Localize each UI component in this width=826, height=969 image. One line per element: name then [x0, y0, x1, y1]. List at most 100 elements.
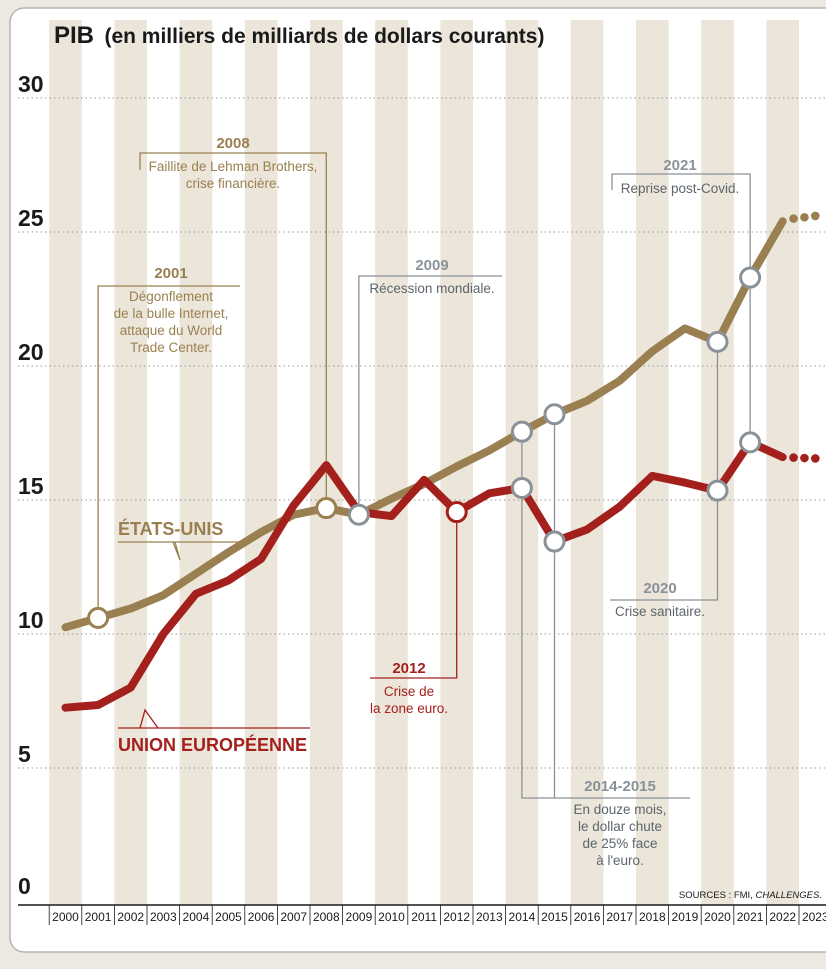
projection-dot-us — [800, 212, 809, 222]
year-stripe — [766, 20, 799, 905]
chart-title: PIB (en milliers de milliards de dollars… — [54, 22, 544, 49]
year-stripe — [375, 20, 408, 905]
annotation-line: Reprise post-Covid. — [621, 181, 740, 196]
marker-us-2020 — [706, 330, 729, 353]
leader-2012 — [370, 512, 458, 679]
projection-dot-eu — [811, 454, 820, 463]
x-tick-label: 2021 — [737, 910, 764, 924]
y-tick-label: 0 — [18, 873, 31, 899]
x-tick-label: 2001 — [85, 910, 112, 924]
annotation-leaders — [97, 152, 751, 799]
projection-dot-us — [811, 211, 820, 221]
series-line-eu — [61, 438, 787, 712]
annotation-line: Crise de — [384, 684, 434, 699]
marker-us-2015 — [543, 403, 566, 426]
annotation-line: de la bulle Internet, — [114, 306, 229, 321]
x-tick-label: 2006 — [248, 910, 275, 924]
year-stripe — [570, 20, 604, 905]
x-tick-label: 2013 — [476, 910, 503, 924]
annotation-line: Dégonflement — [129, 289, 213, 304]
marker-eu-2014 — [510, 476, 533, 499]
year-stripes — [49, 20, 799, 905]
marker-us-2001 — [87, 606, 110, 629]
x-tick-label: 2016 — [574, 910, 601, 924]
projection-dot-us — [789, 214, 798, 223]
annotation-line: crise financière. — [186, 176, 281, 191]
annotation-line: le dollar chute — [578, 819, 662, 834]
series-label-eu: UNION EUROPÉENNE — [118, 734, 307, 755]
x-axis: 2000 2001 2002 2003 2004 2005 2006 2007 2008 2009… — [18, 904, 826, 925]
leader-2021 — [611, 173, 751, 443]
annotation-line: Récession mondiale. — [369, 281, 494, 296]
x-tick-label: 2011 — [411, 910, 437, 924]
series-label-us: ÉTATS-UNIS — [118, 518, 223, 539]
annotation-line: à l'euro. — [596, 853, 644, 868]
marker-us-2014 — [510, 420, 533, 443]
marker-us-2008 — [315, 497, 338, 520]
leader-2014-us — [521, 431, 690, 799]
marker-us-2021 — [739, 266, 762, 289]
x-tick-label: 2014 — [509, 910, 536, 924]
event-markers — [87, 266, 762, 629]
annotation-line: attaque du World — [120, 323, 223, 338]
leader-2009 — [358, 275, 502, 515]
label-tick-eu — [118, 708, 310, 729]
x-tick-label: 2003 — [150, 910, 177, 924]
y-tick-label: 10 — [18, 607, 44, 633]
x-tick-label: 2017 — [606, 910, 633, 924]
y-tick-label: 20 — [18, 339, 44, 365]
x-tick-label: 2002 — [117, 910, 144, 924]
marker-eu-2015 — [543, 530, 566, 553]
series-lines — [61, 211, 820, 712]
leader-2008 — [139, 152, 327, 509]
year-stripe — [636, 20, 669, 905]
label-tick-us — [118, 541, 240, 561]
year-stripe — [114, 20, 147, 905]
annotation-line: Trade Center. — [130, 340, 212, 355]
leader-2020 — [610, 341, 719, 601]
annotation-line: la zone euro. — [370, 701, 448, 716]
year-stripe — [179, 20, 213, 905]
leader-2001 — [97, 285, 240, 618]
x-tick-label: 2015 — [541, 910, 568, 924]
marker-eu-2012 — [445, 501, 468, 524]
year-stripe — [244, 20, 278, 905]
annotation-year: 2001 — [154, 265, 187, 282]
year-stripe — [49, 20, 82, 905]
annotation-line: En douze mois, — [573, 802, 666, 817]
x-tick-label: 2008 — [313, 910, 340, 924]
marker-eu-2020 — [706, 479, 729, 502]
x-tick-label: 2019 — [672, 910, 699, 924]
x-tick-label: 2023 — [802, 910, 826, 924]
annotation-year: 2008 — [216, 135, 249, 152]
y-tick-label: 25 — [18, 205, 44, 231]
x-tick-label: 2009 — [346, 910, 373, 924]
y-tick-label: 30 — [18, 71, 44, 97]
x-tick-label: 2007 — [280, 910, 307, 924]
marker-eu-2021 — [739, 431, 762, 454]
annotation-year: 2020 — [643, 580, 676, 597]
annotations: 2001 Dégonflement de la bulle Internet, att… — [114, 135, 740, 868]
x-tick-label: 2020 — [704, 910, 731, 924]
annotation-year: 2014-2015 — [584, 778, 656, 795]
projection-dot-eu — [800, 453, 809, 463]
annotation-line: Crise sanitaire. — [615, 604, 705, 619]
y-tick-label: 15 — [18, 473, 44, 499]
marker-us-2009 — [347, 503, 370, 526]
x-tick-label: 2004 — [183, 910, 210, 924]
x-tick-label: 2012 — [443, 910, 470, 924]
annotation-year: 2021 — [663, 157, 696, 174]
x-tick-label: 2018 — [639, 910, 666, 924]
x-tick-label: 2010 — [378, 910, 405, 924]
annotation-year: 2009 — [415, 257, 448, 274]
annotation-year: 2012 — [392, 660, 425, 677]
projection-dot-eu — [789, 453, 798, 462]
x-tick-label: 2022 — [769, 910, 796, 924]
y-tick-label: 5 — [18, 741, 31, 767]
x-tick-label: 2000 — [52, 910, 79, 924]
x-tick-label: 2005 — [215, 910, 242, 924]
annotation-line: Faillite de Lehman Brothers, — [149, 159, 318, 174]
source-note: SOURCES : FMI, CHALLENGES. — [679, 890, 822, 901]
chart-panel — [9, 7, 826, 953]
